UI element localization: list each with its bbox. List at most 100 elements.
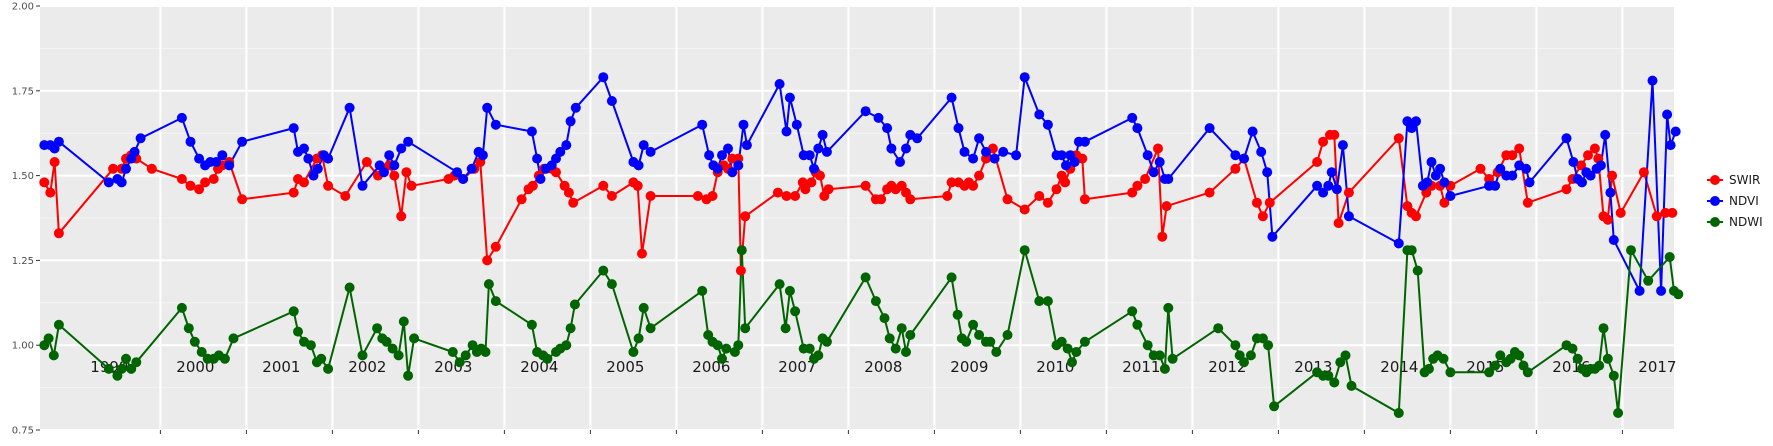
data-point-ndvi	[403, 136, 414, 147]
data-point-ndvi	[1439, 177, 1450, 188]
legend-label-ndvi: NDVI	[1729, 194, 1759, 208]
data-point-ndvi	[1422, 177, 1433, 188]
data-point-ndvi	[895, 157, 905, 167]
data-point-ndwi	[561, 340, 572, 351]
data-point-ndvi	[555, 146, 566, 157]
data-point-ndwi	[1423, 363, 1434, 374]
data-point-ndwi	[1154, 350, 1165, 361]
y-tick-label: 1.50	[12, 171, 34, 182]
data-point-ndvi	[1019, 72, 1030, 83]
data-point-ndvi	[1323, 180, 1334, 191]
data-point-ndwi	[1257, 333, 1268, 344]
data-point-ndvi	[121, 163, 131, 174]
data-point-swir	[45, 187, 56, 198]
data-point-ndvi	[1656, 285, 1667, 296]
data-point-ndvi	[1326, 167, 1337, 178]
data-point-ndvi	[1411, 116, 1421, 127]
data-point-swir	[237, 194, 248, 205]
data-point-ndvi	[1445, 191, 1456, 201]
data-point-ndvi	[458, 174, 469, 184]
data-point-ndvi	[1079, 136, 1090, 147]
data-point-ndvi	[224, 160, 235, 171]
data-point-ndwi	[1643, 275, 1654, 286]
data-point-swir	[692, 191, 703, 201]
data-point-ndwi	[1412, 265, 1423, 276]
year-label: 2012	[1208, 358, 1246, 376]
data-point-ndvi	[1343, 211, 1354, 222]
data-point-ndwi	[565, 323, 576, 334]
data-point-ndvi	[1247, 126, 1258, 137]
data-point-ndwi	[905, 330, 916, 340]
data-point-swir	[563, 187, 574, 198]
data-point-ndwi	[896, 323, 907, 334]
data-point-ndvi	[1034, 109, 1045, 120]
data-point-ndvi	[1577, 177, 1587, 188]
data-point-ndwi	[1263, 340, 1274, 351]
data-point-ndwi	[991, 347, 1002, 357]
data-point-ndwi	[1269, 401, 1280, 412]
data-point-ndwi	[870, 296, 881, 307]
data-point-ndvi	[466, 163, 477, 174]
data-point-ndvi	[1142, 150, 1153, 161]
data-point-swir	[632, 180, 643, 191]
data-point-ndvi	[1127, 112, 1138, 123]
year-label: 2001	[262, 358, 300, 376]
data-point-ndwi	[1445, 367, 1456, 378]
data-point-ndwi	[813, 350, 824, 361]
data-point-ndwi	[1567, 343, 1578, 354]
data-point-swir	[401, 167, 412, 178]
data-point-ndvi	[490, 119, 501, 130]
data-point-swir	[1667, 207, 1678, 218]
data-point-ndvi	[103, 177, 114, 188]
data-point-ndvi	[1256, 146, 1267, 157]
data-point-ndvi	[288, 123, 299, 134]
data-point-ndvi	[135, 133, 146, 144]
data-point-ndwi	[1602, 353, 1613, 364]
data-point-ndwi	[43, 333, 54, 344]
data-point-ndvi	[981, 146, 991, 157]
data-point-swir	[707, 191, 718, 201]
data-point-ndvi	[1605, 187, 1616, 198]
data-point-ndwi	[946, 272, 957, 283]
data-point-ndwi	[1067, 357, 1077, 368]
data-point-swir	[1475, 163, 1486, 174]
data-point-ndwi	[890, 343, 901, 354]
data-point-swir	[185, 180, 196, 191]
data-point-swir	[1329, 129, 1340, 140]
data-point-ndvi	[901, 143, 911, 154]
data-point-swir	[361, 157, 372, 167]
data-point-swir	[1230, 163, 1241, 174]
data-point-ndwi	[1019, 245, 1030, 256]
data-point-ndvi	[989, 153, 1000, 164]
data-point-ndvi	[194, 153, 205, 164]
data-point-ndvi	[873, 112, 884, 123]
data-point-ndwi	[638, 302, 649, 313]
data-point-ndwi	[1034, 296, 1045, 307]
data-point-ndvi	[606, 96, 617, 106]
data-point-swir	[1157, 231, 1168, 242]
data-point-ndvi	[1561, 133, 1572, 144]
data-point-ndwi	[628, 347, 639, 357]
data-point-swir	[516, 194, 527, 205]
data-point-ndwi	[633, 333, 644, 344]
data-point-ndwi	[1167, 353, 1178, 364]
data-point-ndwi	[1393, 408, 1404, 418]
data-point-ndwi	[1230, 340, 1241, 351]
data-point-swir	[1153, 143, 1163, 154]
data-point-swir	[1615, 207, 1626, 218]
year-label: 2004	[520, 358, 558, 376]
data-point-ndwi	[131, 357, 142, 368]
data-point-swir	[323, 180, 334, 191]
data-point-ndwi	[1079, 336, 1090, 347]
year-label: 2003	[434, 358, 472, 376]
data-point-swir	[1034, 191, 1045, 201]
data-point-ndvi	[303, 153, 314, 164]
data-point-ndwi	[183, 323, 194, 334]
data-point-ndvi	[886, 143, 897, 154]
data-point-ndvi	[791, 119, 802, 130]
data-point-ndvi	[1011, 150, 1022, 161]
data-point-ndvi	[357, 180, 368, 191]
data-point-swir	[1602, 214, 1613, 225]
